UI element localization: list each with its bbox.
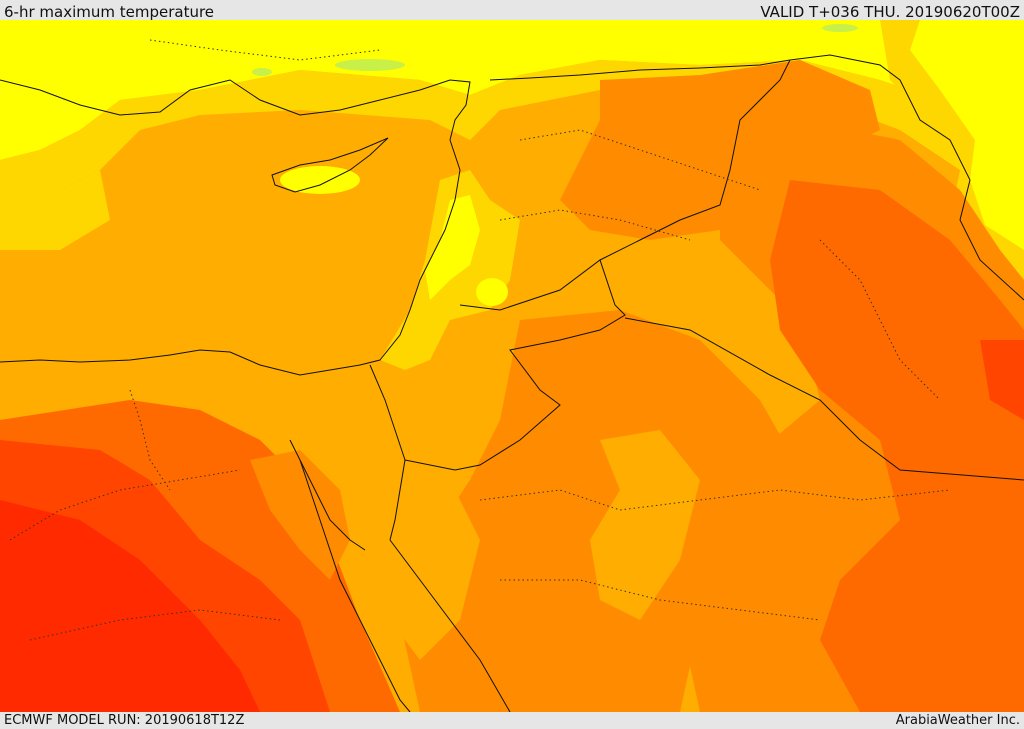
- dotted-line-4: [500, 579, 821, 621]
- yellow-spot-jordan: [476, 278, 508, 306]
- dotted-line-6: [29, 609, 281, 641]
- coastline-red-sea-west: [299, 459, 411, 712]
- border-iraq-saudi: [624, 317, 1024, 481]
- amber-zone-hejaz: [380, 480, 480, 660]
- dark-orange-zone-iraq: [770, 180, 1024, 712]
- green-patch: [335, 59, 405, 71]
- border-iraq-iran: [789, 54, 1024, 301]
- green-patch-3: [822, 24, 858, 32]
- border-syria-iraq: [599, 59, 791, 261]
- border-syria-turkey: [489, 59, 791, 81]
- dotted-line-5: [9, 469, 241, 541]
- model-run: ECMWF MODEL RUN: 20190618T12Z: [4, 713, 245, 728]
- coastline-turkey: [0, 79, 471, 141]
- coastline-cyprus: [271, 137, 389, 193]
- map-title: 6-hr maximum temperature: [4, 3, 215, 21]
- dotted-line-1: [519, 129, 761, 191]
- dotted-line-2: [499, 209, 691, 241]
- orange-zone-saudi: [400, 310, 800, 712]
- coastline-red-sea: [389, 539, 511, 712]
- credit: ArabiaWeather Inc.: [895, 713, 1020, 728]
- amber-zone-saudi: [590, 430, 700, 620]
- border-egypt-israel: [369, 364, 406, 461]
- red-zone-sudan: [0, 500, 260, 712]
- cyprus-yellow: [280, 166, 360, 194]
- valid-time: VALID T+036 THU. 20190620T00Z: [760, 3, 1020, 21]
- gold-zone-med: [0, 170, 110, 250]
- green-patch-2: [252, 68, 272, 76]
- yellow-zone-levant: [425, 195, 480, 300]
- coastline-egypt: [0, 349, 361, 376]
- yellow-zone-north: [0, 20, 1024, 160]
- coastline-gulf-suez: [289, 439, 366, 551]
- coastline-gulf-aqaba: [389, 459, 406, 541]
- yellow-zone-east-inner: [910, 20, 1024, 250]
- header-bar: 6-hr maximum temperature VALID T+036 THU…: [0, 0, 1024, 21]
- orange-zone-syria: [560, 60, 880, 240]
- footer-bar: ECMWF MODEL RUN: 20190618T12Z ArabiaWeat…: [0, 712, 1024, 729]
- temperature-map: [0, 20, 1024, 712]
- border-jordan: [404, 259, 626, 471]
- dotted-line-7: [129, 389, 171, 491]
- orange-zone-sinai: [250, 450, 350, 580]
- coastline-levant: [359, 139, 461, 366]
- red-zone-gulf: [980, 340, 1024, 420]
